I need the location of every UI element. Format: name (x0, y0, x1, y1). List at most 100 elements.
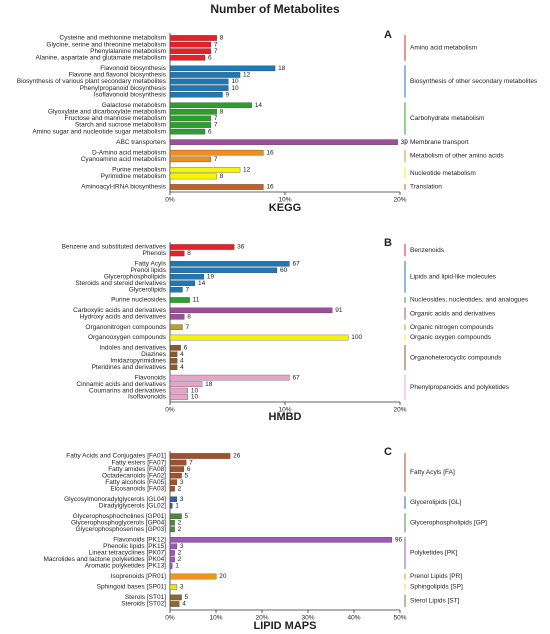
group-label: Glycerophospholipids [GP] (410, 520, 487, 527)
bar (169, 250, 185, 257)
category-label: Glycine, serine and threonine metabolism (46, 41, 166, 48)
group-label: Organic acids and derivatives (410, 310, 496, 317)
value-label: 2 (178, 485, 182, 492)
bar (169, 139, 398, 145)
bar (169, 453, 231, 459)
value-label: 10 (231, 78, 239, 85)
value-label: 18 (205, 381, 213, 388)
bar (169, 358, 178, 364)
value-label: 2 (178, 556, 182, 563)
category-label: Sterols [ST01] (125, 594, 166, 601)
category-label: Aromatic polyketides [PK13] (85, 563, 166, 570)
group-label: Lipids and lipid-like molecules (410, 273, 497, 280)
category-label: Fructose and mannose metabolism (64, 115, 166, 122)
category-label: Glycerophosphoserines [GP03] (76, 526, 167, 533)
bar (169, 173, 217, 180)
category-label: Octadecanoids [FA02] (102, 472, 166, 479)
bar (169, 485, 175, 492)
bar (169, 85, 229, 91)
bar (169, 466, 185, 472)
x-tick-label: 20% (255, 615, 268, 622)
group-label: Membrane transport (410, 139, 469, 146)
value-label: 3 (180, 496, 184, 503)
value-label: 2 (178, 550, 182, 557)
value-label: 7 (214, 41, 218, 48)
bar (169, 307, 333, 314)
group-label: Organic nitrogen compounds (410, 324, 494, 331)
value-label: 4 (180, 351, 184, 358)
bar (169, 503, 173, 509)
group-label: Organic oxygen compounds (410, 334, 492, 341)
category-label: Steroids [ST02] (121, 601, 166, 608)
category-label: Glycerophospholipids (104, 273, 167, 280)
bar (169, 244, 235, 250)
bar (169, 65, 276, 72)
bar (169, 115, 212, 122)
category-label: Fatty esters [FA07] (111, 459, 166, 466)
value-label: 14 (198, 280, 206, 287)
value-label: 3 (180, 584, 184, 591)
category-label: Fatty alcohols [FA05] (105, 479, 166, 486)
value-label: 5 (185, 513, 189, 520)
panel-letter: C (384, 446, 392, 458)
category-label: Aminoacyl-tRNA biosynthesis (81, 184, 167, 191)
category-label: Galactose metabolism (102, 102, 166, 109)
value-label: 8 (187, 250, 191, 257)
bar (169, 496, 178, 502)
bar (169, 526, 175, 533)
category-label: Flavonoid biosynthesis (100, 65, 167, 72)
bar (169, 41, 212, 48)
value-label: 7 (214, 48, 218, 55)
value-label: 7 (185, 286, 189, 293)
value-label: 8 (187, 314, 191, 321)
category-label: Flavone and flavonol biosynthesis (68, 72, 166, 79)
category-label: Flavonoids (135, 374, 167, 381)
value-label: 10 (231, 85, 239, 92)
value-label: 9 (226, 91, 230, 98)
category-label: Indoles and derivatives (100, 345, 167, 352)
bar (169, 387, 188, 394)
bar (169, 394, 188, 400)
bar (169, 472, 182, 479)
group-label: Sphingolipids [SP] (410, 584, 463, 591)
value-label: 8 (220, 109, 224, 116)
x-axis-label: LIPID MAPS (254, 620, 317, 632)
value-label: 11 (193, 297, 200, 304)
bar (169, 274, 205, 280)
bar (169, 280, 196, 286)
bar (169, 513, 182, 520)
x-axis-label: HMBD (269, 411, 302, 423)
category-label: Imidazopyrimidines (110, 358, 166, 365)
bar (169, 156, 212, 163)
value-label: 6 (187, 466, 191, 473)
value-label: 10 (191, 387, 199, 394)
bar (169, 556, 175, 563)
category-label: Macrolides and lactone polyketides [PK04… (44, 556, 167, 563)
value-label: 67 (292, 374, 300, 381)
value-label: 100 (351, 334, 362, 341)
value-label: 2 (178, 526, 182, 533)
value-label: 2 (178, 520, 182, 527)
value-label: 12 (243, 167, 251, 174)
value-label: 67 (292, 261, 300, 268)
value-label: 1 (175, 502, 179, 509)
group-label: Phenylpropanoids and polyketides (410, 384, 510, 391)
group-label: Polyketides [PK] (410, 550, 458, 557)
bar (169, 479, 178, 485)
category-label: Diazines (141, 351, 167, 358)
value-label: 36 (237, 244, 245, 251)
value-label: 4 (180, 364, 184, 371)
category-label: Prenol lipids (131, 267, 167, 274)
category-label: Cyanoamino acid metabolism (81, 156, 166, 163)
value-label: 26 (233, 453, 241, 460)
value-label: 14 (255, 102, 263, 109)
bar (169, 48, 212, 54)
x-tick-label: 10% (209, 615, 222, 622)
value-label: 18 (278, 65, 286, 72)
group-label: Glycerolipids [GL] (410, 499, 461, 506)
bar (169, 334, 349, 341)
category-label: Fatty Acyls (135, 261, 167, 268)
value-label: 91 (335, 307, 343, 314)
bar (169, 267, 278, 274)
